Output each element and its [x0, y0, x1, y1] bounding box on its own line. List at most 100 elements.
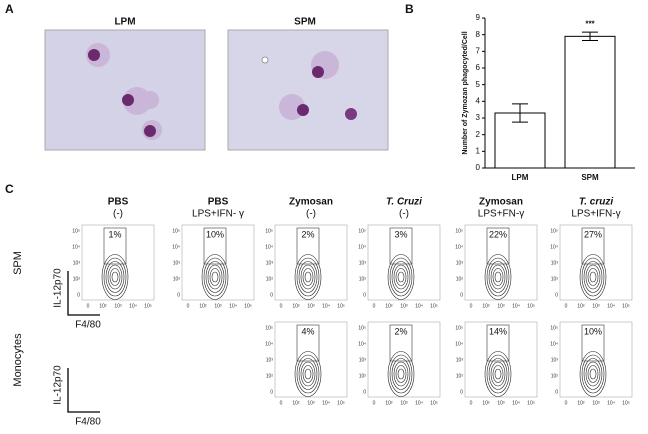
column-condition: LPS+IFN-γ	[571, 209, 620, 220]
panel-label: A	[5, 2, 14, 16]
bar	[564, 35, 616, 169]
x-tick-label: 10⁴	[229, 303, 237, 309]
contour	[494, 271, 502, 283]
contour	[589, 271, 597, 283]
column-condition: LPS+IFN- γ	[192, 209, 244, 220]
contour	[583, 358, 603, 390]
contour	[587, 365, 599, 383]
contour	[486, 257, 510, 297]
contour	[298, 358, 318, 390]
contour	[209, 268, 221, 286]
y-tick-label: 6	[476, 63, 481, 72]
y-tick-label: 10²	[266, 276, 274, 282]
y-tick-label: 10⁵	[172, 228, 180, 234]
y-tick-label: 10⁵	[550, 228, 558, 234]
x-tick-label: 10²	[482, 303, 490, 309]
y-tick-label: 10³	[456, 260, 464, 266]
x-tick-label: 10³	[497, 303, 505, 309]
contour	[579, 351, 607, 397]
y-tick-label: 10⁴	[455, 341, 463, 347]
x-tick-label: 10⁴	[512, 400, 520, 406]
contour	[107, 264, 123, 290]
x-tick-label: 10⁵	[430, 400, 438, 406]
column-title: PBS	[208, 197, 229, 208]
x-tick-label: 10²	[292, 303, 300, 309]
gate-percentage: 27%	[584, 229, 602, 239]
gate	[581, 324, 605, 362]
contour	[103, 257, 127, 297]
contour	[395, 365, 407, 383]
x-tick-label: 10³	[307, 303, 315, 309]
flow-plot: 2% 10⁵ 10⁴ 10³ 10² 0 0 10² 10³ 10⁴ 10⁵	[265, 224, 348, 309]
y-tick-label: 10⁵	[265, 325, 273, 331]
y-tick-label: 0	[77, 292, 80, 298]
contour	[486, 354, 510, 394]
gate-percentage: 3%	[394, 229, 407, 239]
contour	[583, 261, 603, 293]
plot-frame	[274, 224, 348, 301]
y-tick-label: 10³	[173, 260, 181, 266]
contour	[101, 254, 129, 300]
gate	[486, 227, 510, 265]
y-tick-label: 10²	[173, 276, 181, 282]
plot-frame	[464, 224, 538, 301]
micrograph	[44, 29, 206, 151]
x-tick-label: 0	[565, 400, 568, 406]
y-tick-label: 5	[476, 80, 481, 89]
x-tick-label: 0	[373, 400, 376, 406]
contour	[391, 358, 411, 390]
gate	[486, 324, 510, 362]
axis-indicator	[67, 271, 100, 316]
image-title: LPM	[114, 17, 135, 28]
gate	[203, 227, 227, 265]
y-tick-label: 10⁵	[358, 325, 366, 331]
x-tick-label: 10²	[292, 400, 300, 406]
gate-percentage: 22%	[489, 229, 507, 239]
x-tick-label: 10³	[307, 400, 315, 406]
x-tick-label: 10⁵	[244, 303, 252, 309]
contour	[492, 268, 504, 286]
y-tick-label: 3	[476, 113, 481, 122]
gate-percentage: 14%	[489, 326, 507, 336]
error-bar	[582, 31, 598, 41]
column-condition: LPS+FN-γ	[478, 209, 524, 220]
contour	[211, 271, 219, 283]
x-tick-label: 10³	[400, 400, 408, 406]
x-tick-label: 10⁴	[322, 400, 330, 406]
gate-percentage: 10%	[206, 229, 224, 239]
x-axis-label: F4/80	[75, 417, 101, 428]
contour	[387, 351, 415, 397]
y-tick-label: 0	[363, 389, 366, 395]
contour	[304, 271, 312, 283]
contour	[296, 257, 320, 297]
x-tick-label: 10⁴	[415, 400, 423, 406]
contour	[203, 257, 227, 297]
gate	[581, 227, 605, 265]
contour	[393, 361, 409, 387]
contour	[490, 361, 506, 387]
column-condition: (-)	[113, 209, 123, 220]
y-tick-label: 10²	[456, 276, 464, 282]
contour	[494, 368, 502, 380]
contour	[389, 257, 413, 297]
y-tick-label: 10⁴	[172, 244, 180, 250]
x-tick-label: 10⁵	[622, 400, 630, 406]
x-tick-label: 10⁴	[607, 400, 615, 406]
contour	[304, 368, 312, 380]
flow-plot: 10% 10⁵ 10⁴ 10³ 10² 0 0 10² 10³ 10⁴ 10⁵	[172, 224, 255, 309]
panel-label: C	[5, 182, 14, 196]
y-tick-label: 0	[460, 292, 463, 298]
contour	[484, 351, 512, 397]
contour	[585, 264, 601, 290]
y-tick-label: 1	[476, 146, 481, 155]
x-tick-label: 10³	[400, 303, 408, 309]
y-tick-label: 10³	[266, 357, 274, 363]
y-tick-label: 10²	[359, 373, 367, 379]
gate-percentage: 4%	[301, 326, 314, 336]
y-tick-label: 0	[555, 389, 558, 395]
y-tick-label: 10⁵	[455, 228, 463, 234]
y-tick-label: 10³	[359, 357, 367, 363]
y-tick-label: 10²	[73, 276, 81, 282]
contour	[484, 254, 512, 300]
